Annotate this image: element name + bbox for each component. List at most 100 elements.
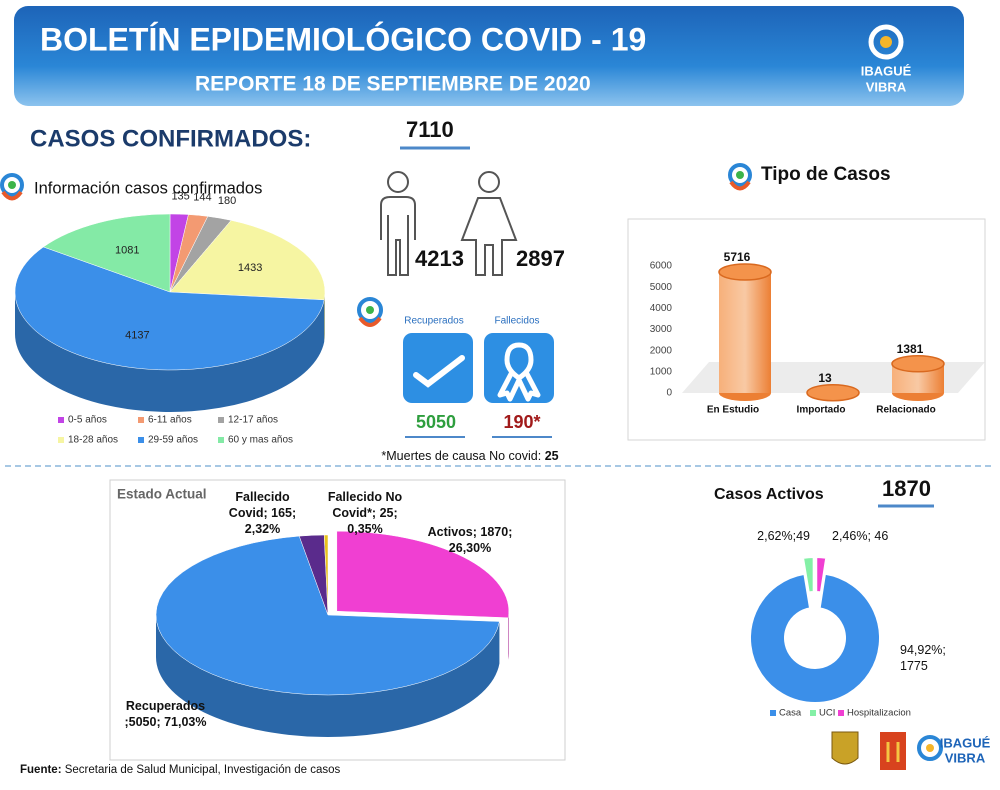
deceased-icon [484, 333, 554, 403]
logo-text: IBAGUÉ [861, 63, 912, 78]
header-title: BOLETÍN EPIDEMIOLÓGICO COVID - 19 [40, 21, 646, 57]
donut-slice [815, 556, 828, 594]
footer-logos: IBAGUÉ VIBRA [831, 731, 991, 770]
pie-slice [323, 534, 329, 616]
pie-depth [156, 615, 500, 738]
logo-text: IBAGUÉ [940, 735, 991, 750]
man-icon [380, 171, 416, 276]
data-label: 94,92%; 1775 [900, 643, 946, 673]
deceased-label: Fallecidos [494, 316, 539, 327]
header-subtitle: REPORTE 18 DE SEPTIEMBRE DE 2020 [195, 73, 591, 96]
x-tick-label: Importado [797, 405, 846, 416]
chart-title: Información casos confirmados [34, 179, 262, 197]
data-label: Fallecido Covid; 165; 2,32% [228, 490, 297, 536]
legend-label: 12-17 años [228, 415, 278, 426]
data-label: 2,46%; 46 [832, 529, 889, 543]
y-tick-label: 0 [666, 388, 672, 399]
legend-label: 18-28 años [68, 435, 118, 446]
chart-title: Tipo de Casos [761, 164, 891, 185]
source-label: Fuente: [20, 764, 62, 776]
pie-slice [336, 530, 510, 619]
note-text: *Muertes de causa No covid: [381, 449, 541, 463]
y-tick-label: 2000 [650, 345, 673, 356]
legend-swatch [218, 417, 224, 423]
logo-text: VIBRA [866, 79, 907, 94]
bar-top [718, 263, 772, 281]
women-count: 2897 [516, 246, 565, 271]
legend-swatch [810, 710, 816, 716]
header-logo: IBAGUÉ VIBRA [861, 24, 912, 94]
x-tick-label: Relacionado [876, 405, 935, 416]
men-count: 4213 [415, 246, 464, 271]
pie-depth [15, 292, 325, 412]
logo-icon [728, 163, 752, 191]
data-label: 1433 [238, 262, 262, 274]
pie-slice [42, 213, 171, 293]
data-label: 4137 [125, 330, 149, 342]
data-label: Activos; 1870; 26,30% [427, 525, 513, 555]
y-tick-label: 6000 [650, 261, 673, 272]
legend-label: 60 y mas años [228, 435, 293, 446]
total-confirmed: 7110 [406, 117, 454, 142]
bar-top [891, 355, 945, 373]
data-label: 1081 [115, 244, 139, 256]
logo-icon [0, 173, 24, 201]
donut-slice [749, 572, 881, 704]
data-label: 13 [818, 371, 832, 385]
section-heading: CASOS CONFIRMADOS: [30, 125, 311, 152]
y-tick-label: 3000 [650, 324, 673, 335]
legend-swatch [58, 437, 64, 443]
legend-swatch [138, 437, 144, 443]
legend-swatch [770, 710, 776, 716]
deceased-count: 190* [503, 412, 540, 432]
legend-label: UCI [819, 708, 835, 719]
legend-label: 0-5 años [68, 415, 107, 426]
y-tick-label: 4000 [650, 303, 673, 314]
woman-icon [460, 171, 518, 276]
source-text: Secretaria de Salud Municipal, Investiga… [65, 764, 341, 776]
legend-label: Casa [779, 708, 802, 719]
logo-icon [357, 297, 383, 327]
active-total: 1870 [882, 476, 931, 501]
recovered-icon [403, 333, 473, 403]
ribbon-icon [497, 342, 541, 402]
legend-label: 6-11 años [148, 415, 192, 426]
chart-frame [627, 218, 986, 441]
data-label: Fallecido No Covid*; 25; 0,35% [327, 490, 403, 536]
pie-depth [324, 292, 325, 342]
donut-slice [801, 556, 815, 594]
note: *Muertes de causa No covid: 25 [381, 449, 558, 463]
pie-slice [155, 535, 500, 696]
pie-slice [169, 220, 326, 301]
legend-label: Hospitalizacion [847, 708, 911, 719]
legend-swatch [58, 417, 64, 423]
data-label: 135 [171, 190, 189, 202]
x-tick-label: En Estudio [707, 405, 759, 416]
header-banner [14, 6, 964, 106]
chart-title: Estado Actual [117, 487, 207, 502]
legend-swatch [218, 437, 224, 443]
y-tick-label: 1000 [650, 366, 673, 377]
chart-title: Casos Activos [714, 486, 824, 503]
bar [719, 272, 771, 393]
footer-source: Fuente: Secretaria de Salud Municipal, I… [20, 764, 341, 776]
legend-swatch [838, 710, 844, 716]
data-label: 144 [193, 192, 211, 204]
logo-text: VIBRA [945, 750, 986, 765]
data-label: 180 [218, 195, 236, 207]
recovered-label: Recuperados [404, 316, 463, 327]
data-label: 1381 [897, 342, 924, 356]
legend-swatch [138, 417, 144, 423]
legend-label: 29-59 años [148, 435, 198, 446]
recovered-count: 5050 [416, 412, 456, 432]
pie-depth [508, 611, 509, 660]
note-value: 25 [545, 449, 559, 463]
data-label: 2,62%;49 [757, 529, 810, 543]
pie-slice [14, 246, 325, 371]
data-label: Recuperados ;5050; 71,03% [124, 699, 207, 729]
bar-top [806, 383, 860, 402]
y-tick-label: 5000 [650, 282, 673, 293]
check-icon [413, 355, 465, 388]
